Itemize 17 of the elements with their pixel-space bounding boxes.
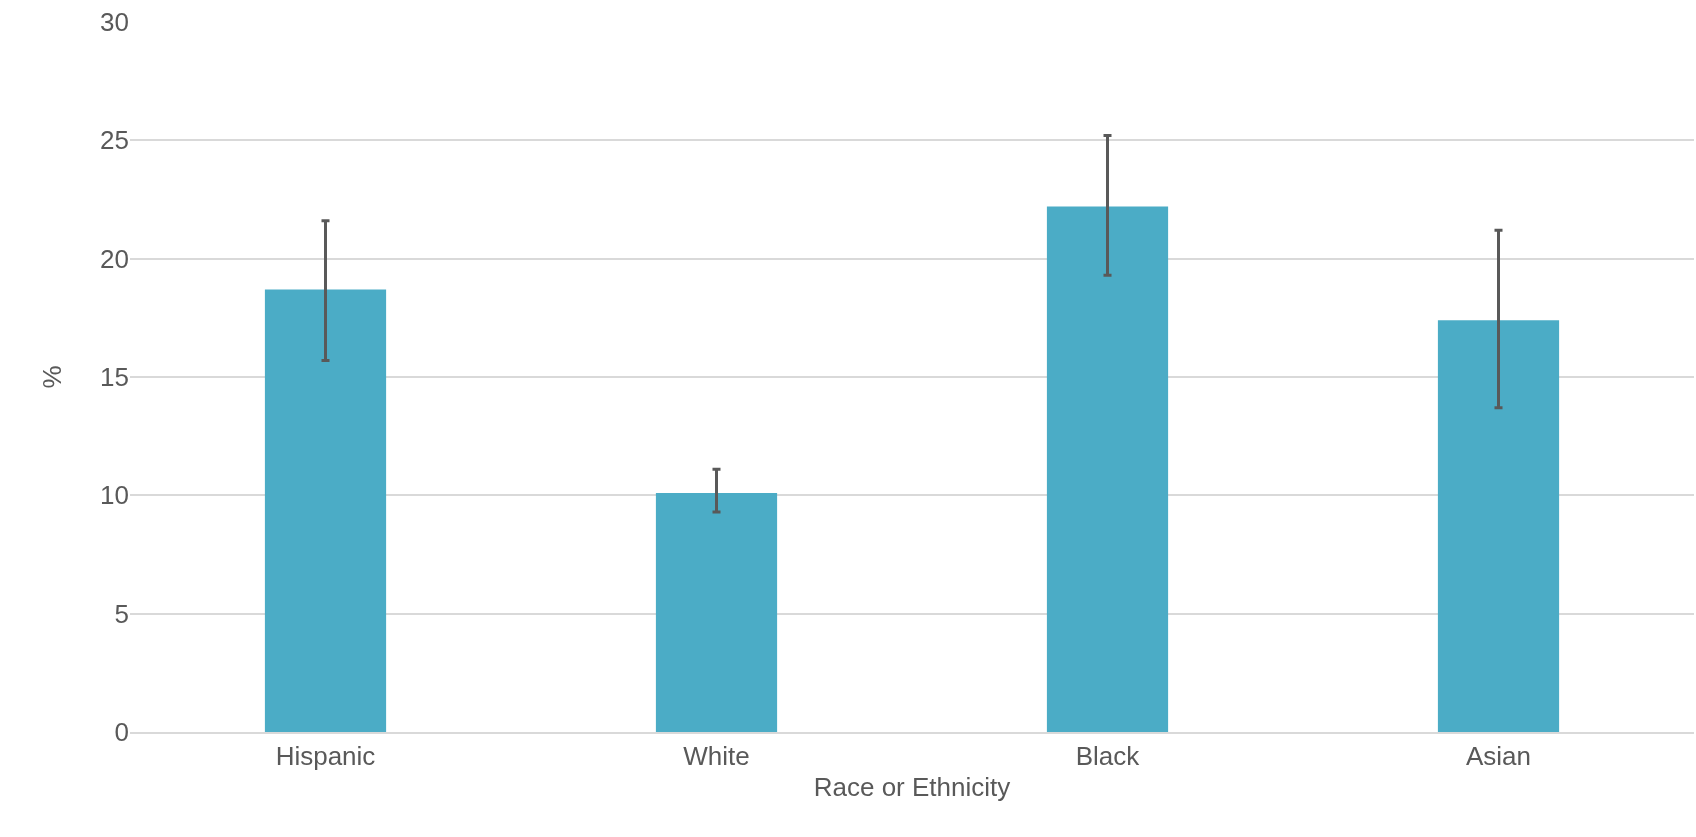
x-tick-label: Hispanic	[275, 740, 376, 771]
y-axis-title: %	[37, 365, 68, 389]
bar	[1437, 320, 1560, 732]
y-tick-label: 15	[100, 362, 129, 393]
y-tick-label: 30	[100, 7, 129, 38]
x-tick-label: Asian	[1465, 740, 1532, 771]
bar	[655, 492, 778, 732]
y-tick-label: 5	[114, 598, 129, 629]
x-tick-label: White	[683, 740, 750, 771]
y-tick-label: 10	[100, 480, 129, 511]
bar	[1046, 206, 1169, 732]
y-tick-label: 25	[100, 125, 129, 156]
y-tick-label: 20	[100, 243, 129, 274]
x-axis-title: Race or Ethnicity	[813, 772, 1011, 803]
x-tick-label: Black	[1075, 740, 1141, 771]
bar	[264, 289, 387, 732]
y-tick-label: 0	[114, 717, 129, 748]
